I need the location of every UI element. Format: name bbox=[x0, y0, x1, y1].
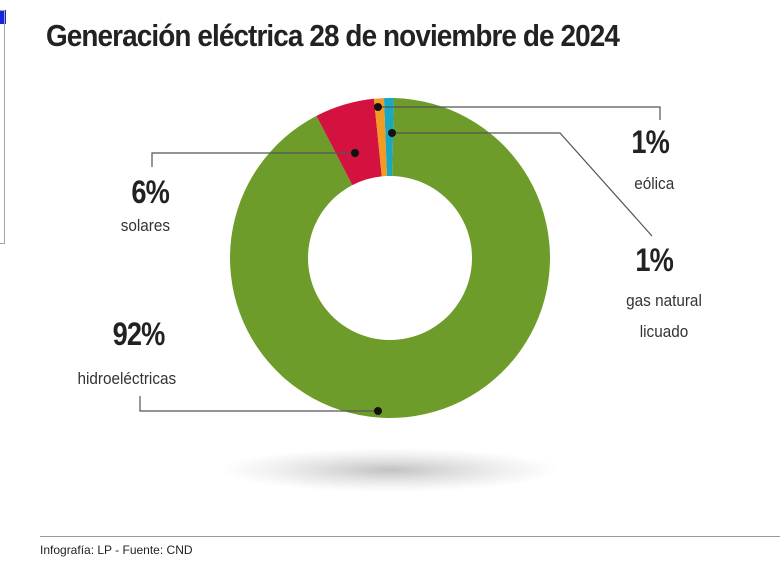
leader-hidro bbox=[139, 396, 378, 412]
gas-label: gas natural licuado bbox=[626, 291, 702, 341]
slice-eólica bbox=[383, 98, 395, 177]
chart-title: Generación eléctrica 28 de noviembre de … bbox=[46, 18, 620, 53]
dot-eolica bbox=[374, 103, 382, 111]
eolica-pct: 1% bbox=[631, 124, 669, 160]
dot-gas bbox=[388, 129, 396, 137]
solares-label: solares bbox=[120, 216, 171, 235]
slice-gas-natural-licuado bbox=[373, 98, 387, 177]
chart-shadow bbox=[220, 448, 560, 492]
dot-solares bbox=[351, 149, 359, 157]
frame-corner bbox=[0, 10, 6, 24]
solares-pct: 6% bbox=[131, 174, 169, 210]
frame-edge bbox=[0, 10, 5, 244]
slice-hidroeléctricas bbox=[230, 98, 550, 419]
eolica-label: eólica bbox=[634, 174, 675, 193]
footer-divider bbox=[40, 536, 780, 537]
footer-credit: Infografía: LP - Fuente: CND bbox=[40, 543, 193, 557]
hidro-label: hidroeléctricas bbox=[77, 369, 177, 388]
leader-solares bbox=[151, 152, 355, 167]
leader-gas bbox=[392, 132, 653, 237]
hidro-pct: 92% bbox=[112, 316, 166, 352]
slice-solares bbox=[316, 98, 382, 186]
leader-eolica bbox=[378, 106, 661, 120]
gas-pct: 1% bbox=[635, 242, 673, 278]
dot-hidro bbox=[374, 407, 382, 415]
